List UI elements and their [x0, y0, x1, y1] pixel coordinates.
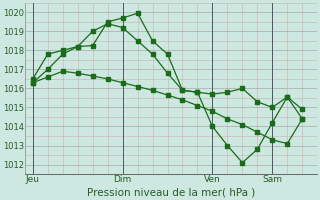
X-axis label: Pression niveau de la mer( hPa ): Pression niveau de la mer( hPa )	[87, 187, 255, 197]
